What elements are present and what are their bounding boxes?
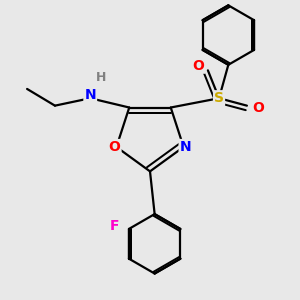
Text: N: N — [84, 88, 96, 102]
Text: S: S — [214, 91, 224, 105]
Text: O: O — [109, 140, 121, 154]
Text: H: H — [96, 71, 106, 84]
Text: O: O — [193, 59, 205, 73]
Text: O: O — [252, 100, 264, 115]
Text: F: F — [110, 219, 120, 233]
Text: N: N — [180, 140, 191, 154]
